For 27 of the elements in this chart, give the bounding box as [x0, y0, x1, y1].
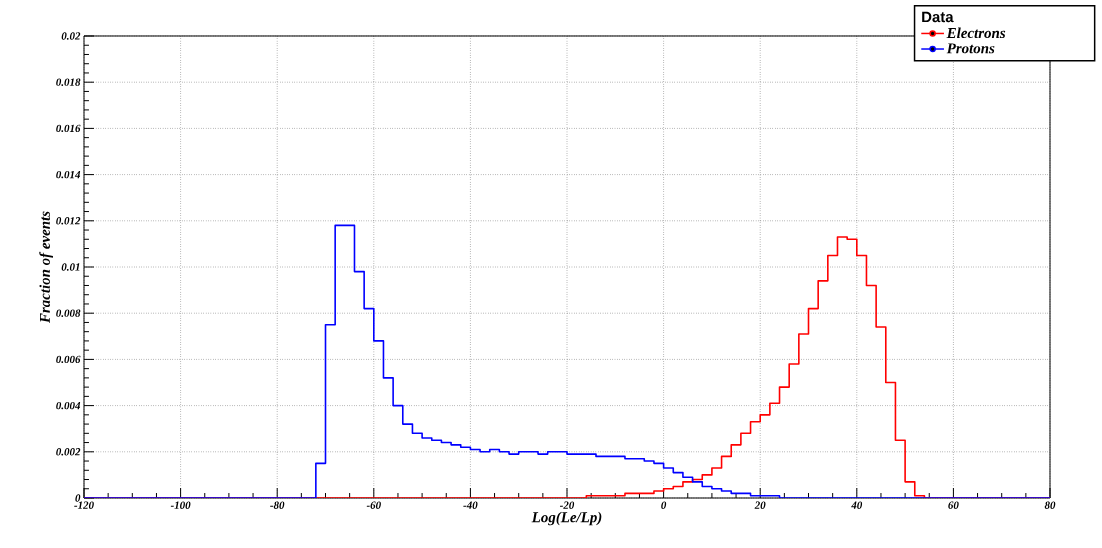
y-tick-label: 0.006 [56, 355, 81, 364]
x-axis-title: Log(Le/Lp) [531, 511, 602, 526]
y-tick-label: 0.008 [56, 309, 81, 317]
x-tick-label: -60 [366, 501, 381, 509]
y-tick-label: 0.002 [56, 448, 81, 456]
y-axis-title: Fraction of events [39, 211, 53, 324]
y-tick-label: 0 [75, 494, 81, 502]
y-tick-label: 0.004 [56, 401, 81, 410]
x-tick-label: -80 [270, 501, 285, 509]
legend-label: Electrons [946, 27, 1006, 39]
y-tick-label: 0.012 [56, 217, 81, 225]
y-tick-label: 0.02 [61, 32, 81, 40]
y-tick-label: 0.016 [56, 124, 81, 133]
x-tick-label: -20 [559, 501, 575, 509]
x-tick-label: -100 [170, 501, 191, 509]
y-tick-label: 0.018 [56, 78, 81, 86]
x-tick-label: 60 [948, 501, 959, 509]
x-tick-label: 0 [661, 501, 667, 509]
x-tick-label: 20 [754, 501, 766, 509]
x-tick-label: 40 [851, 501, 863, 509]
x-tick-label: 80 [1044, 501, 1056, 509]
legend-label: Protons [946, 43, 995, 54]
y-tick-label: 0.014 [56, 170, 81, 179]
x-tick-label: -40 [463, 501, 478, 509]
x-tick-label: -120 [74, 501, 94, 509]
legend-title: Data [922, 11, 954, 23]
y-tick-label: 0.01 [61, 263, 80, 271]
